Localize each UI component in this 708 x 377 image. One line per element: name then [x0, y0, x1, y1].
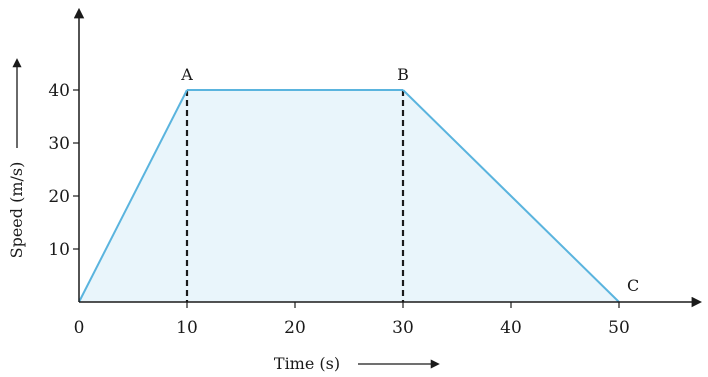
y-tick-label: 30	[48, 134, 70, 154]
axes	[73, 7, 703, 308]
series-line-segment	[78, 89, 188, 303]
x-tick-label: 20	[284, 318, 306, 338]
y-tick-label: 20	[48, 187, 70, 207]
point-label-a: A	[180, 65, 193, 84]
x-tick-label: 50	[608, 318, 630, 338]
point-label-c: C	[627, 276, 639, 295]
y-tick-label: 40	[48, 81, 70, 101]
x-tick-label: 10	[176, 318, 198, 338]
series-line-segment	[402, 89, 620, 303]
y-axis-title: Speed (m/s)	[7, 162, 26, 259]
x-axis-title: Time (s)	[274, 354, 340, 373]
area-fill	[79, 90, 619, 302]
x-tick-label: 0	[74, 318, 85, 338]
x-tick-label: 30	[392, 318, 414, 338]
tick-labels: 0 10 20 30 40 50 10 20 30 40	[48, 81, 629, 338]
y-tick-label: 10	[48, 240, 70, 260]
x-tick-label: 40	[500, 318, 522, 338]
point-label-b: B	[397, 65, 409, 84]
plot-area	[78, 89, 620, 303]
point-labels: A B C	[180, 65, 639, 295]
